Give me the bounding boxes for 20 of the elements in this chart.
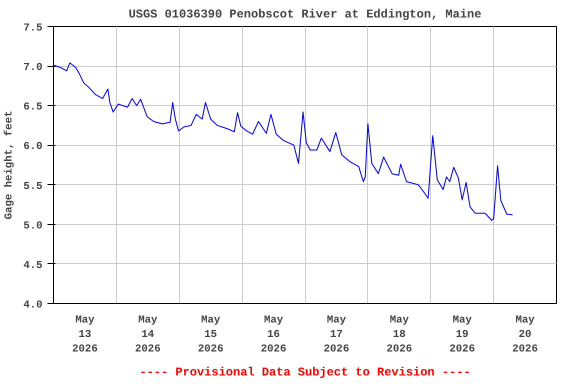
line-series [54,62,514,221]
y-tick-label: 6.0 [23,141,43,154]
x-tick-label: May 18 2026 [386,314,412,356]
x-tick-label: May 20 2026 [512,314,538,356]
chart-title: USGS 01036390 Penobscot River at Eddington, Maine [128,8,482,22]
y-tick-label: 4.5 [23,260,43,272]
x-tick-label: May 16 2026 [260,314,286,356]
y-tick-label: 4.0 [23,300,43,312]
x-tick-label: May 19 2026 [449,314,475,356]
y-tick-label: 7.5 [23,22,43,34]
y-tick-label: 5.5 [23,180,43,193]
x-tick-label: May 13 2026 [72,314,98,356]
y-tick-label: 5.0 [23,220,43,232]
y-tick-label: 6.5 [23,102,43,114]
text: ---- Provisional Data Subject to Revision ---- [139,366,471,380]
y-axis-title: Gage height, feet [3,110,16,220]
x-tick-label: May 15 2026 [198,314,224,356]
y-tick-label: 7.0 [23,62,43,74]
x-tick-label: May 14 2026 [135,314,161,356]
x-tick-label: May 17 2026 [324,314,350,356]
